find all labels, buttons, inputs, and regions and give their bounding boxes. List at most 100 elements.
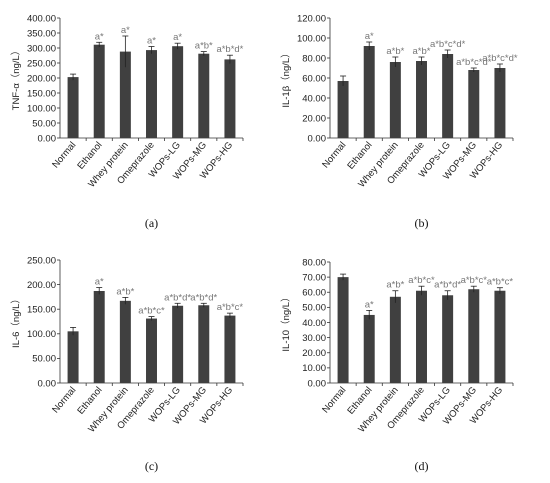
bar [389,296,401,383]
chart-panel: 0.00 10.00 20.00 30.00 40.00 50.00 60.00 70.00 8… [280,257,513,473]
significance-label: a* [173,32,182,43]
bar [363,46,375,138]
significance-label: a*b* [386,280,404,291]
bar [67,331,79,383]
bar [337,277,349,383]
y-tick-label: 50.00 [32,354,56,365]
significance-label: a*b*c*d* [482,53,518,64]
y-tick-label: 250.00 [27,58,56,69]
bar [172,305,184,383]
y-tick-label: 0.00 [308,378,327,389]
y-axis-label: TNF-α（ng/L） [10,46,22,111]
y-tick-label: 80.00 [302,257,326,268]
y-tick-label: 40.00 [302,318,326,329]
bar [198,53,210,139]
bar [494,290,506,383]
bar [468,70,480,138]
y-tick-label: 400.00 [27,13,56,24]
bar [363,314,375,383]
bar [494,68,506,138]
significance-label: a* [95,31,104,42]
y-tick-label: 50.00 [302,303,326,314]
bar [442,54,454,138]
significance-label: a*b*c* [217,302,244,313]
y-tick-label: 250.00 [27,255,56,266]
y-tick-label: 50.00 [32,118,56,129]
y-tick-label: 100.00 [27,103,56,114]
significance-label: a*b* [195,41,213,52]
significance-label: a* [121,25,130,36]
bar [93,290,105,383]
y-axis-label: IL-6（ng/L） [10,294,22,348]
significance-label: a*b*c*d* [456,57,492,68]
significance-label: a*b*c* [461,275,488,286]
bar [442,295,454,383]
bar [146,318,157,383]
y-tick-label: 30.00 [302,333,326,344]
y-tick-label: 60.00 [302,73,326,84]
bar [389,62,401,138]
y-tick-label: 70.00 [302,272,326,283]
panel-label: (b) [415,216,429,230]
category-label: Normal [50,385,78,416]
category-label: Normal [320,385,348,416]
bar [119,300,131,383]
y-tick-label: 350.00 [27,28,56,39]
bar [146,50,157,138]
y-tick-label: 0.00 [38,133,57,144]
y-tick-label: 200.00 [27,73,56,84]
significance-label: a*b*c* [487,277,514,288]
y-tick-label: 10.00 [302,363,326,374]
panel-label: (d) [415,459,429,473]
chart-panel: 0.00 50.00 100.00 150.00 200.00 250.00 300.00 3… [10,13,244,230]
bar [119,51,131,138]
significance-label: a*b* [386,46,404,57]
y-tick-label: 0.00 [308,133,327,144]
significance-label: a*b*c*d* [430,39,466,50]
y-tick-label: 120.00 [297,13,326,24]
significance-label: a*b*d* [190,292,217,303]
significance-label: a*b*d* [164,292,191,303]
category-label: Normal [50,140,78,171]
bar [224,59,236,138]
chart-panel: 0.00 50.00 100.00 150.00 200.00 250.00 IL-6（ng… [10,255,243,473]
y-tick-label: 20.00 [302,348,326,359]
y-tick-label: 40.00 [302,93,326,104]
bar [172,46,184,139]
significance-label: a*b* [413,46,431,57]
y-tick-label: 20.00 [302,113,326,124]
bar [224,315,236,383]
bar [93,44,105,139]
significance-label: a*b*c* [138,306,165,317]
y-tick-label: 150.00 [27,305,56,316]
y-tick-label: 300.00 [27,43,56,54]
y-tick-label: 100.00 [297,33,326,44]
y-tick-label: 0.00 [38,378,57,389]
significance-label: a* [147,36,156,47]
significance-label: a* [365,299,374,310]
significance-label: a*b* [116,286,134,297]
bar [337,81,349,138]
bar [67,77,79,138]
chart-panel: 0.00 20.00 40.00 60.00 80.00 100.00 120.00 IL-1… [280,13,518,230]
y-axis-label: IL-1β（ng/L） [280,48,292,107]
y-tick-label: 60.00 [302,288,326,299]
significance-label: a*b*c* [408,275,435,286]
y-tick-label: 200.00 [27,280,56,291]
panel-label: (c) [145,459,158,473]
significance-label: a*b*d* [434,280,461,291]
significance-label: a*b*d* [216,44,243,55]
category-label: Normal [320,140,348,171]
y-tick-label: 80.00 [302,53,326,64]
y-axis-label: IL-10（ng/L） [280,292,292,351]
bar [416,290,427,383]
significance-label: a* [365,31,374,42]
y-tick-label: 100.00 [27,329,56,340]
bar [198,305,210,383]
bar [416,61,427,138]
y-tick-label: 150.00 [27,88,56,99]
significance-label: a* [95,277,104,288]
panel-label: (a) [145,216,158,230]
bar [468,289,480,383]
